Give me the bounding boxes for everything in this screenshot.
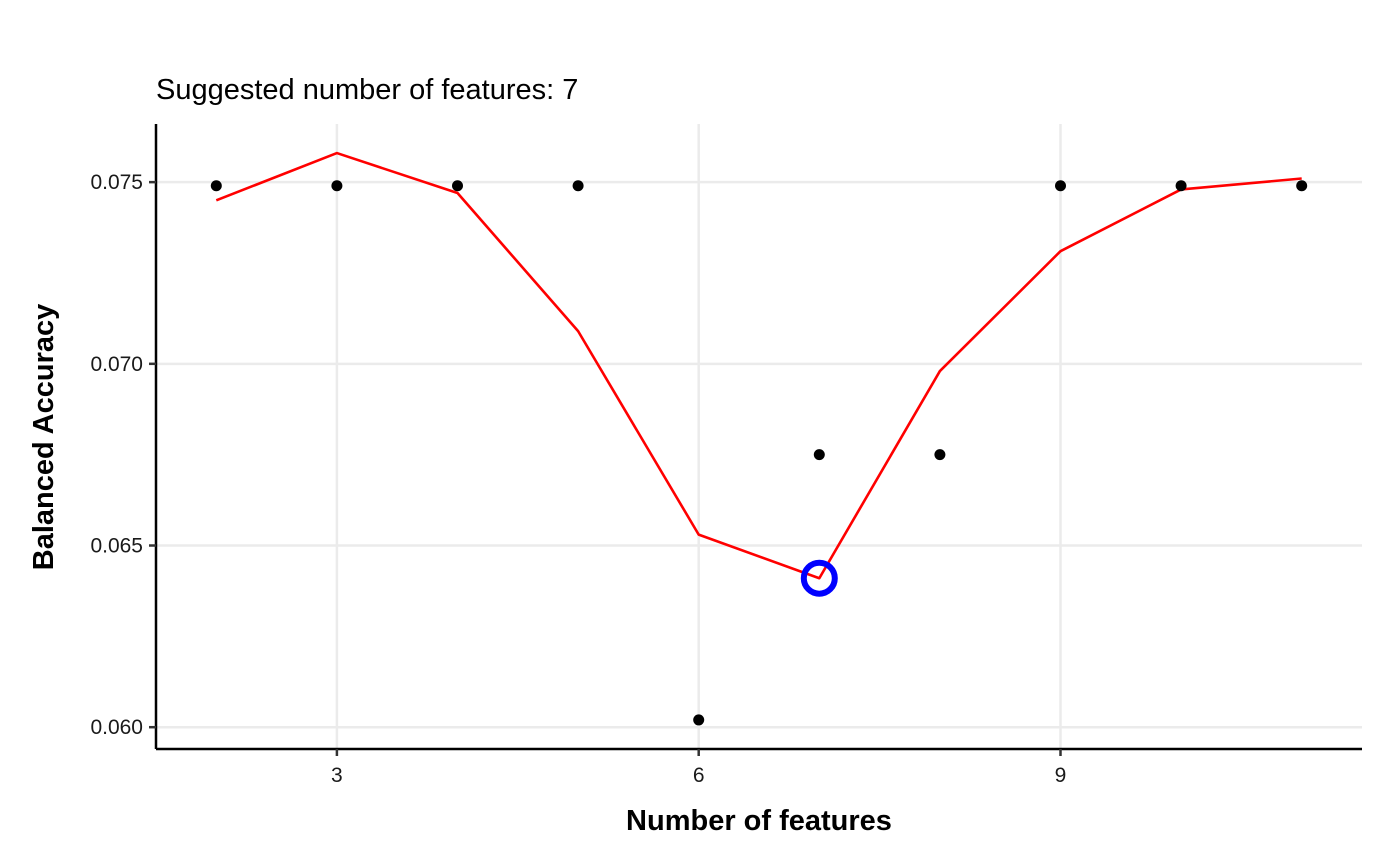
data-point [210,180,222,192]
y-axis-ticks: 0.060 0.065 0.070 0.075 [90,171,156,739]
data-point [1175,180,1187,192]
y-tick-label: 0.070 [90,353,143,376]
x-tick-label: 3 [331,764,343,787]
x-axis-title: Number of features [626,805,892,837]
data-point [1055,180,1066,192]
y-tick-label: 0.060 [90,716,143,739]
y-axis-title: Balanced Accuracy [28,304,60,571]
y-tick-label: 0.065 [90,535,143,558]
highlight-layer [800,559,838,597]
x-tick-label: 6 [693,764,705,787]
x-tick-label: 9 [1055,764,1067,787]
data-points-layer [210,180,1308,726]
data-point [1296,180,1308,192]
smooth-line-layer [215,151,1302,580]
data-point [934,449,946,461]
data-point [452,180,463,192]
data-point [331,180,343,192]
x-axis-ticks: 3 6 9 [331,749,1066,787]
y-tick-label: 0.075 [90,171,143,194]
data-point [693,714,705,726]
smooth-line [215,151,1302,580]
data-point [813,449,825,461]
data-point [572,180,584,192]
chart-subtitle: Suggested number of features: 7 [156,74,578,106]
suggested-point-marker [800,559,838,597]
grid [156,124,1362,749]
axes [154,124,1362,751]
